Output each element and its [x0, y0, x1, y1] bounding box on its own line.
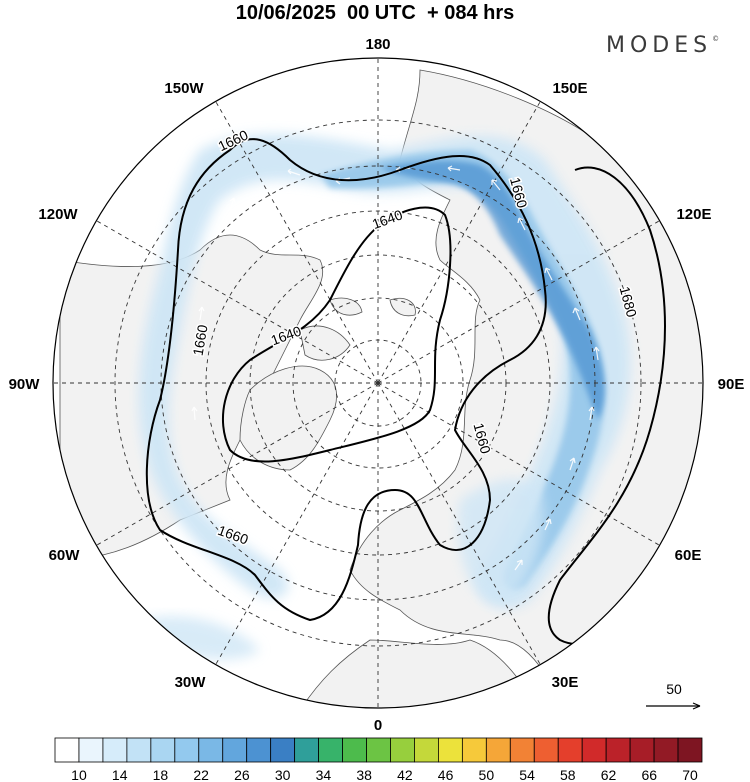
- land-north-america: [59, 234, 324, 561]
- colorbar-tick-label: 38: [356, 767, 372, 782]
- jet-band-light: [139, 134, 631, 609]
- colorbar-tick-label: 42: [397, 767, 413, 782]
- colorbar-swatch: [581, 737, 607, 763]
- colorbar-swatch: [126, 737, 152, 763]
- lon-label-30w: 30W: [175, 674, 207, 691]
- colorbar-swatch: [366, 737, 391, 763]
- colorbar-tick-label: 50: [479, 767, 495, 782]
- reference-vector: 50: [646, 681, 701, 710]
- colorbar-swatch: [270, 737, 296, 763]
- colorbar-tick-label: 46: [438, 767, 454, 782]
- colorbar-swatch: [150, 737, 176, 763]
- colorbar-tick-label: 26: [234, 767, 250, 782]
- colorbar-tick-label: 18: [153, 767, 169, 782]
- meridians: [53, 58, 703, 708]
- brand-name: MODES: [606, 33, 713, 58]
- wind-arrows: [191, 165, 600, 571]
- colorbar-swatch: [677, 737, 703, 763]
- colorbar-swatch: [390, 737, 415, 763]
- lon-label-0: 0: [374, 717, 382, 734]
- colorbar-tick-label: 14: [112, 767, 128, 782]
- atlantic-band: [458, 479, 544, 601]
- map-border: [52, 57, 704, 709]
- colorbar-swatch: [198, 737, 224, 763]
- colorbar-swatch: [557, 737, 583, 763]
- height-contours: [145, 138, 666, 645]
- lon-label-120e: 120E: [676, 206, 711, 223]
- colorbar-swatch: [318, 737, 343, 763]
- colorbar-tick-label: 22: [193, 767, 209, 782]
- colorbar-swatch: [509, 737, 535, 763]
- lon-label-180: 180: [365, 36, 390, 53]
- colorbar-swatch: [629, 737, 655, 763]
- colorbar-swatch: [461, 737, 487, 763]
- colorbar-swatch: [174, 737, 200, 763]
- contour-1640: [222, 206, 452, 463]
- jet-core-strong: [380, 160, 605, 420]
- colorbar-swatch: [485, 737, 511, 763]
- lon-label-60w: 60W: [49, 547, 81, 564]
- lon-label-120w: 120W: [38, 206, 78, 223]
- colorbar-tick-label: 54: [519, 767, 535, 782]
- map-title: 10/06/2025 00 UTC + 084 hrs: [235, 2, 515, 24]
- colorbar-tick-label: 34: [316, 767, 332, 782]
- lon-label-60e: 60E: [675, 547, 702, 564]
- colorbar-swatch: [438, 737, 463, 763]
- lon-label-90w: 90W: [9, 376, 41, 393]
- lon-label-30e: 30E: [552, 674, 579, 691]
- lon-label-150w: 150W: [164, 80, 204, 97]
- colorbar-tick-label: 30: [275, 767, 291, 782]
- colorbar-swatch: [294, 737, 319, 763]
- lon-label-90e: 90E: [718, 376, 745, 393]
- colorbar-tick-label: 58: [560, 767, 576, 782]
- colorbar-swatch: [605, 737, 631, 763]
- colorbar-swatch: [342, 737, 367, 763]
- colorbar: 10 14 18 22 26 30 34 38 42 46 50 54 58 62 66 70: [54, 737, 703, 782]
- wind-speed-shading: [139, 134, 631, 660]
- colorbar-tick-label: 62: [601, 767, 617, 782]
- contour-1680: [547, 166, 666, 645]
- colorbar-swatch: [54, 737, 80, 763]
- colorbar-tick-label: 66: [641, 767, 657, 782]
- lon-label-150e: 150E: [552, 80, 587, 97]
- colorbar-swatch: [533, 737, 559, 763]
- contour-1660-outer: [145, 138, 547, 622]
- contour-label-1660-left: 1660: [190, 323, 211, 357]
- colorbar-swatch: [102, 737, 128, 763]
- colorbar-swatch: [653, 737, 679, 763]
- colorbar-swatch: [414, 737, 439, 763]
- modes-logo: MODES©: [606, 33, 719, 58]
- colorbar-swatch: [222, 737, 248, 763]
- colorbar-swatch: [246, 737, 272, 763]
- longitude-labels: 180 150W 150E 120W 120E 90W 90E 60W 60E …: [9, 36, 745, 734]
- colorbar-tick-label: 70: [682, 767, 698, 782]
- copyright-mark: ©: [712, 35, 720, 43]
- reference-vector-label: 50: [666, 681, 682, 697]
- colorbar-tick-label: 10: [71, 767, 87, 782]
- colorbar-swatch: [78, 737, 104, 763]
